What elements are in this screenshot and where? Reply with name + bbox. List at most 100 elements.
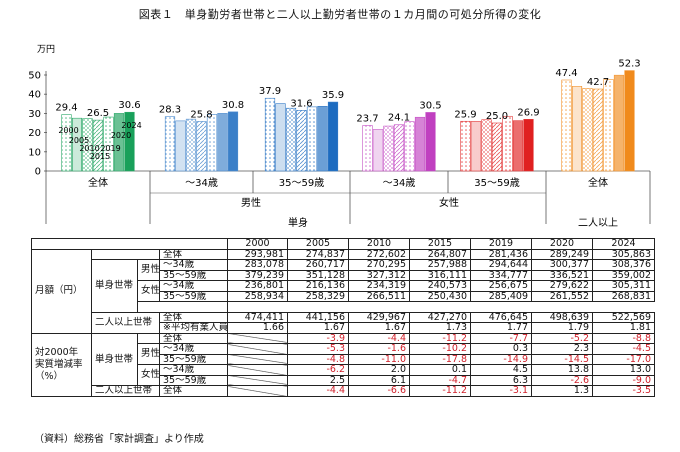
year-label: 2005 xyxy=(69,136,89,145)
blank-cell xyxy=(91,248,160,260)
value-cell: 308,376 xyxy=(592,259,655,271)
bar-2005 xyxy=(175,120,186,172)
bar-2019 xyxy=(306,106,318,172)
bar-2015 xyxy=(491,122,503,172)
value-cell: 281,436 xyxy=(470,248,532,260)
value-cell: 285,409 xyxy=(470,290,532,302)
row-label: 全体 xyxy=(159,332,228,344)
sub-label-multi: 二人以上 xyxy=(578,217,618,229)
data-label: 25.9 xyxy=(454,109,476,120)
category-label: ～34歳 xyxy=(185,177,218,189)
table-row: 35～59歳 258,934 258,329 266,511 250,430 285,40… xyxy=(32,290,655,302)
value-cell: 1.67 xyxy=(348,322,410,334)
value-cell: 1.67 xyxy=(287,322,349,334)
bar-2005 xyxy=(571,86,583,172)
value-cell: 359,002 xyxy=(592,269,655,281)
data-label: 30.8 xyxy=(222,100,244,111)
value-cell: -3.1 xyxy=(470,385,532,397)
value-cell: 305,311 xyxy=(592,280,655,292)
value-cell: -7.7 xyxy=(470,332,532,344)
value-cell: 258,329 xyxy=(287,290,349,302)
category-label: 35～59歳 xyxy=(279,177,324,189)
data-label: 26.9 xyxy=(517,107,539,118)
value-cell: -14.9 xyxy=(470,353,532,365)
value-cell: 300,377 xyxy=(531,259,593,271)
value-cell: 498,639 xyxy=(531,311,593,323)
bar-2005 xyxy=(470,121,482,172)
value-cell: -4.8 xyxy=(287,353,349,365)
data-label: 24.1 xyxy=(388,113,410,124)
bar-2000 xyxy=(164,116,176,172)
year-header: 2019 xyxy=(470,238,532,250)
value-cell: 1.79 xyxy=(531,322,593,334)
row-label: 35～59歳 xyxy=(159,374,228,386)
value-cell: -5.3 xyxy=(287,343,349,355)
bar-2000 xyxy=(264,97,276,172)
bar-2019 xyxy=(502,115,513,172)
value-cell: -4.7 xyxy=(409,374,471,386)
table-row: 対2000年 実質増減率 （%） 単身世帯 全体 -3.9 -4.4 -11.2 -7.7-… xyxy=(31,332,655,397)
sub-label-female: 女性 xyxy=(439,196,459,209)
year-header: 2015 xyxy=(409,238,471,250)
data-label: 25.8 xyxy=(190,109,212,120)
value-cell: -4.5 xyxy=(592,343,655,355)
category-label: 全体 xyxy=(588,176,608,189)
y-tick-label: 20 xyxy=(28,128,41,139)
blank-cell xyxy=(137,301,228,313)
y-tick-label: 30 xyxy=(28,109,41,120)
value-cell: 1.66 xyxy=(227,322,288,334)
value-cell: 13.8 xyxy=(531,364,593,376)
y-tick-label: 0 xyxy=(35,167,41,178)
figure-title: 図表１ 単身勤労者世帯と二人以上勤労者世帯の１カ月間の可処分所得の変化 xyxy=(138,8,542,21)
value-cell: -14.5 xyxy=(531,353,593,365)
value-cell: 2.3 xyxy=(531,343,593,355)
value-cell: 1.73 xyxy=(409,322,471,334)
bar-2019 xyxy=(603,79,614,172)
value-cell: -11.2 xyxy=(409,332,471,344)
bar-2020 xyxy=(113,113,125,172)
data-label: 42.7 xyxy=(587,77,609,88)
value-cell: 216,136 xyxy=(287,280,349,292)
value-cell: 257,988 xyxy=(409,259,471,271)
data-label: 30.5 xyxy=(419,100,441,111)
year-header: 2020 xyxy=(531,238,593,250)
diagonal-cell xyxy=(227,332,288,344)
data-label: 52.3 xyxy=(618,59,640,70)
value-cell: 272,602 xyxy=(348,248,410,260)
bar-2024 xyxy=(124,111,135,172)
data-table: 2000 2005 2010 2015 2019 2020 2024 月額（円） 全体 293,9… xyxy=(31,238,655,397)
row-label: 35～59歳 xyxy=(159,290,228,302)
group-label-single: 単身世帯 xyxy=(91,259,138,313)
data-label: 35.9 xyxy=(322,90,344,101)
group-label-male: 男性 xyxy=(137,259,160,281)
value-cell: 316,111 xyxy=(409,269,471,281)
value-cell: -11.2 xyxy=(409,385,471,397)
value-cell: -17.8 xyxy=(409,353,471,365)
table-row: ※平均有業人員（人）1.661.671.671.731.771.791.81 xyxy=(32,322,655,334)
value-cell: 336,521 xyxy=(531,269,593,281)
value-cell: 250,430 xyxy=(409,290,471,302)
value-cell: -11.0 xyxy=(348,353,410,365)
value-cell: 429,967 xyxy=(348,311,410,323)
value-cell: -10.2 xyxy=(409,343,471,355)
diagonal-cell xyxy=(227,364,288,376)
value-cell: -17.0 xyxy=(592,353,655,365)
diagonal-cell xyxy=(227,385,288,397)
table-row: 2000 2005 2010 2015 2019 2020 2024 xyxy=(31,238,655,250)
category-label: ～34歳 xyxy=(383,177,416,189)
value-cell: 4.5 xyxy=(470,364,532,376)
bar-2019 xyxy=(103,116,114,172)
value-cell: 279,622 xyxy=(531,280,593,292)
value-cell: 234,319 xyxy=(348,280,410,292)
data-label: 37.9 xyxy=(259,86,281,97)
data-label: 31.6 xyxy=(290,98,312,109)
year-header: 2000 xyxy=(227,238,288,250)
bar-2015 xyxy=(92,119,104,172)
group-label-single: 単身世帯 xyxy=(91,332,138,386)
value-cell: 476,645 xyxy=(470,311,532,323)
value-cell: 258,934 xyxy=(227,290,288,302)
category-label: 35～59歳 xyxy=(474,177,519,189)
diagonal-cell xyxy=(227,343,288,355)
value-cell: 0.1 xyxy=(409,364,471,376)
category-label: 全体 xyxy=(88,176,108,189)
